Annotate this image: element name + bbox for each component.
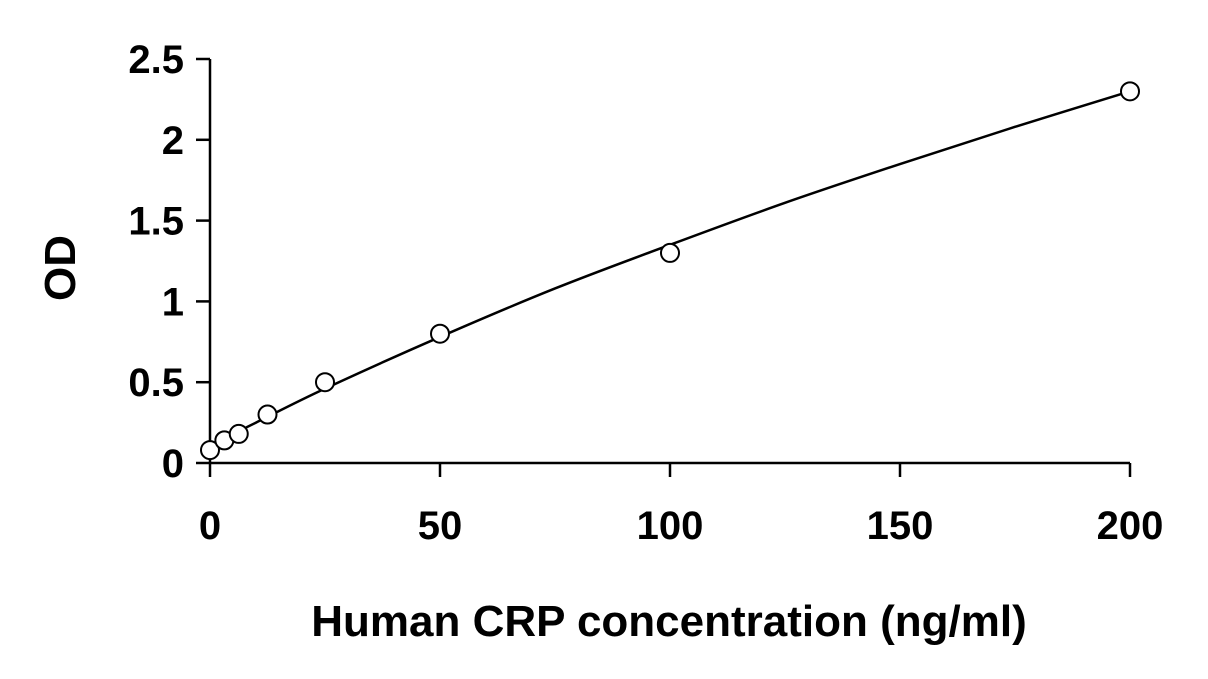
- y-tick-label: 1.5: [128, 200, 184, 244]
- labels-layer: Human CRP concentration (ng/ml) OD 0 0.5 1…: [36, 38, 1163, 646]
- x-tick-label: 50: [418, 504, 463, 548]
- x-tick-label: 200: [1097, 504, 1164, 548]
- data-point: [1120, 81, 1140, 102]
- y-tick-label: 0: [162, 442, 184, 486]
- x-tick-label: 0: [199, 504, 221, 548]
- x-tick-label: 100: [637, 504, 704, 548]
- data-point: [228, 423, 249, 444]
- data-point: [660, 242, 680, 263]
- data-point: [257, 404, 278, 425]
- axes-layer: [196, 57, 1132, 477]
- data-point: [200, 440, 220, 461]
- data-point: [430, 323, 450, 344]
- points-layer: [200, 81, 1140, 461]
- y-tick-label: 2: [162, 119, 184, 163]
- x-axis-title: Human CRP concentration (ng/ml): [311, 597, 1026, 646]
- y-axis-title: OD: [36, 235, 85, 301]
- y-tick-label: 1: [162, 280, 184, 324]
- data-point: [315, 372, 335, 393]
- y-tick-label: 0.5: [128, 361, 184, 405]
- y-tick-label: 2.5: [128, 38, 184, 82]
- curve-layer: [209, 90, 1131, 447]
- fit-curve: [209, 90, 1131, 447]
- x-tick-label: 150: [867, 504, 934, 548]
